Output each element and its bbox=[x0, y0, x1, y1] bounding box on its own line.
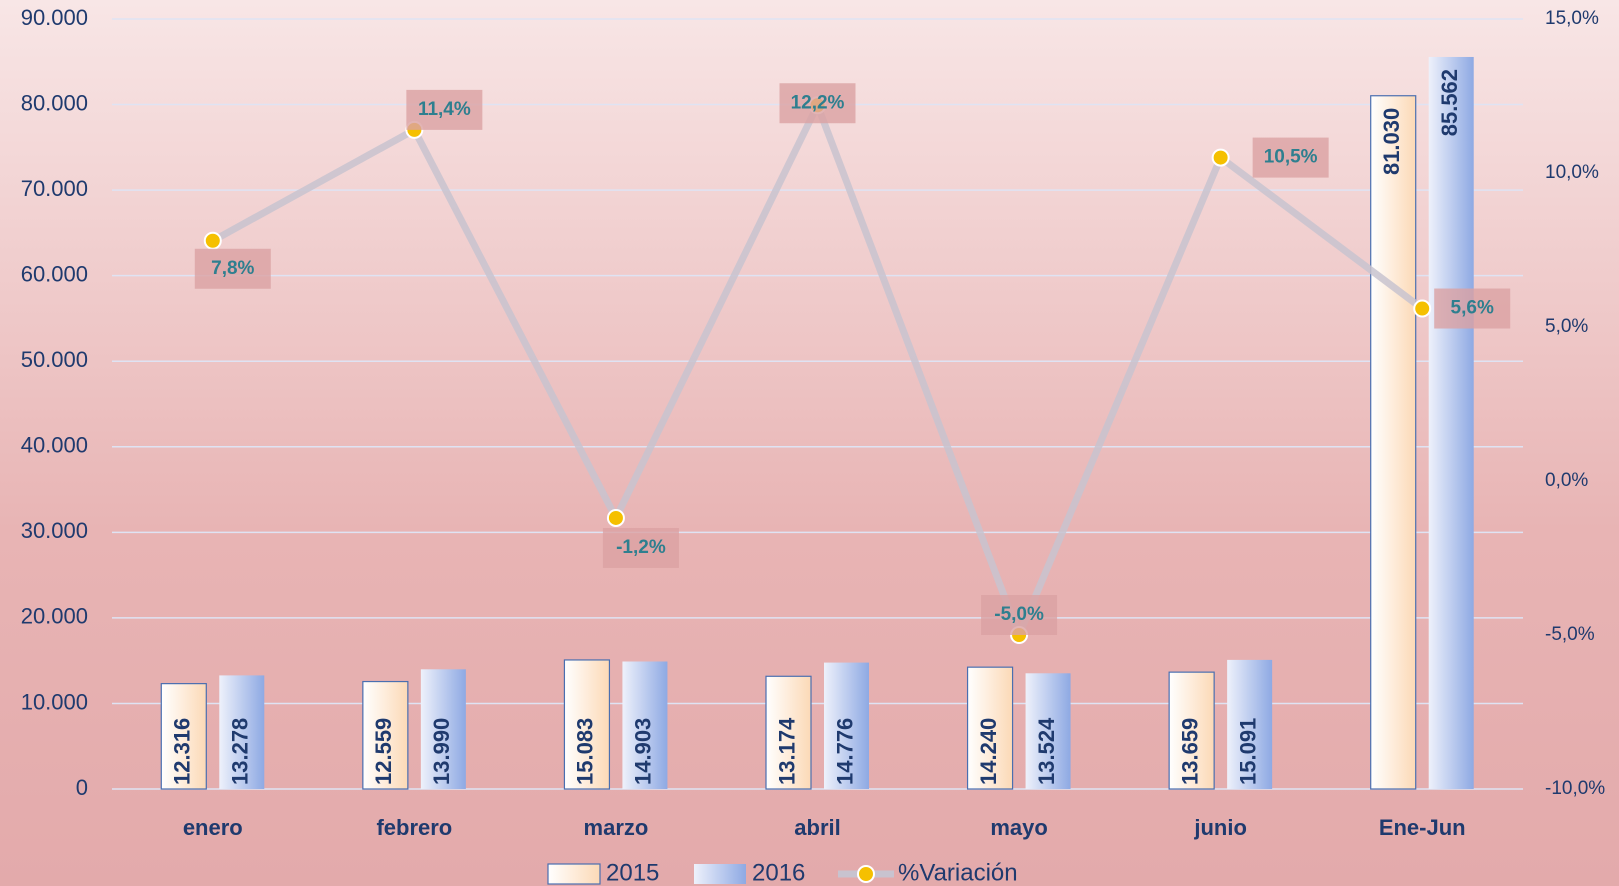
variation-marker bbox=[606, 508, 625, 527]
y-tick-label: 50.000 bbox=[21, 347, 88, 372]
bar bbox=[1227, 659, 1273, 789]
y2-tick-label: 15,0% bbox=[1545, 8, 1599, 29]
x-tick-label: marzo bbox=[584, 815, 649, 840]
variation-label: 11,4% bbox=[418, 99, 471, 120]
bar bbox=[1025, 673, 1071, 789]
x-tick-label: abril bbox=[794, 815, 840, 840]
bar-value-label: 13.659 bbox=[1177, 718, 1202, 785]
label-box bbox=[406, 89, 483, 130]
x-tick-label: Ene-Jun bbox=[1379, 815, 1466, 840]
variation-label: 5,6% bbox=[1451, 298, 1494, 319]
bar-value-label: 14.240 bbox=[976, 718, 1001, 785]
legend-marker bbox=[857, 865, 875, 883]
label-box bbox=[981, 595, 1058, 635]
bar-value-label: 15.083 bbox=[573, 718, 598, 785]
y2-tick-label: 5,0% bbox=[1545, 316, 1588, 337]
variation-label: 12,2% bbox=[791, 92, 845, 113]
bar-value-label: 13.524 bbox=[1034, 717, 1059, 785]
y-tick-label: 30.000 bbox=[21, 518, 88, 543]
y-tick-label: 60.000 bbox=[21, 261, 88, 286]
x-tick-label: febrero bbox=[376, 815, 452, 840]
bar-value-label: 15.091 bbox=[1235, 718, 1260, 785]
label-box bbox=[779, 83, 856, 124]
bar-value-label: 12.316 bbox=[170, 718, 195, 785]
legend-label: %Variación bbox=[898, 859, 1018, 886]
bar bbox=[420, 669, 466, 789]
y-tick-label: 40.000 bbox=[21, 433, 88, 458]
y-tick-label: 0 bbox=[76, 775, 88, 800]
variation-marker bbox=[1413, 299, 1432, 318]
bar bbox=[160, 683, 207, 790]
x-tick-label: junio bbox=[1193, 815, 1247, 840]
bar-value-label: 81.030 bbox=[1379, 108, 1404, 175]
bar bbox=[966, 666, 1014, 790]
bar bbox=[765, 675, 812, 790]
variation-label: -1,2% bbox=[616, 537, 666, 558]
legend-label: 2015 bbox=[606, 859, 659, 886]
legend-label: 2016 bbox=[752, 859, 805, 886]
bar bbox=[824, 662, 869, 789]
variation-marker bbox=[203, 231, 222, 250]
bar-value-label: 14.903 bbox=[631, 718, 656, 785]
bar-value-label: 13.174 bbox=[774, 717, 799, 785]
bar bbox=[563, 659, 611, 790]
x-tick-label: enero bbox=[183, 815, 243, 840]
bar bbox=[219, 675, 265, 789]
label-box bbox=[1252, 137, 1329, 178]
legend-swatch bbox=[547, 863, 601, 885]
y2-tick-label: -10,0% bbox=[1545, 778, 1605, 799]
bar-value-label: 13.278 bbox=[228, 718, 253, 785]
label-box bbox=[1434, 288, 1511, 329]
y2-tick-label: 0,0% bbox=[1545, 470, 1588, 491]
x-tick-label: mayo bbox=[990, 815, 1047, 840]
y-tick-label: 70.000 bbox=[21, 176, 88, 201]
bar bbox=[622, 661, 668, 789]
y2-tick-label: 10,0% bbox=[1545, 162, 1599, 183]
y-tick-label: 10.000 bbox=[21, 689, 88, 714]
y-tick-label: 90.000 bbox=[21, 5, 88, 30]
y-tick-label: 20.000 bbox=[21, 604, 88, 629]
y-tick-label: 80.000 bbox=[21, 90, 88, 115]
bar-value-label: 13.990 bbox=[429, 718, 454, 785]
label-box bbox=[602, 527, 679, 568]
variation-marker bbox=[1211, 148, 1230, 167]
bar-value-label: 12.559 bbox=[371, 718, 396, 785]
bar-value-label: 85.562 bbox=[1437, 69, 1462, 136]
bar bbox=[362, 680, 409, 790]
bar bbox=[1428, 56, 1474, 790]
bar bbox=[1370, 95, 1417, 790]
variation-label: 7,8% bbox=[211, 258, 254, 279]
y2-tick-label: -5,0% bbox=[1545, 624, 1595, 645]
bar bbox=[1168, 671, 1215, 790]
label-box bbox=[194, 248, 271, 289]
legend-swatch bbox=[694, 864, 746, 884]
bar-value-label: 14.776 bbox=[832, 718, 857, 785]
variation-label: -5,0% bbox=[994, 604, 1044, 625]
variation-label: 10,5% bbox=[1264, 147, 1318, 168]
